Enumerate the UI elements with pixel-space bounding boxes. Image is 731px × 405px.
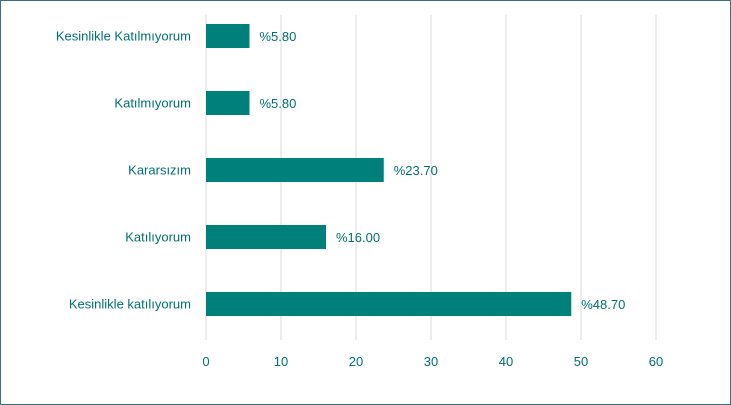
bar — [206, 225, 326, 249]
x-tick-label: 10 — [274, 354, 288, 369]
bar — [206, 292, 572, 316]
data-label: %48.70 — [581, 297, 625, 312]
category-label: Kesinlikle katılıyorum — [69, 297, 191, 312]
data-label: %16.00 — [336, 230, 380, 245]
data-label: %5.80 — [260, 96, 297, 111]
x-tick-label: 60 — [649, 354, 663, 369]
category-label: Katılmıyorum — [114, 96, 191, 111]
data-labels: %5.80 %5.80 %23.70 %16.00 %48.70 — [260, 29, 626, 312]
bar — [206, 91, 250, 115]
x-tick-label: 40 — [499, 354, 513, 369]
category-label: Kararsızım — [128, 163, 191, 178]
x-tick-label: 20 — [349, 354, 363, 369]
data-label: %23.70 — [394, 163, 438, 178]
data-label: %5.80 — [260, 29, 297, 44]
category-label: Katılıyorum — [125, 230, 191, 245]
x-tick-labels: 0 10 20 30 40 50 60 — [202, 354, 663, 369]
bar — [206, 24, 250, 48]
bars — [206, 24, 572, 316]
x-tick-label: 0 — [202, 354, 209, 369]
x-tick-label: 50 — [574, 354, 588, 369]
x-tick-label: 30 — [424, 354, 438, 369]
category-labels: Kesinlikle Katılmıyorum Katılmıyorum Karar… — [56, 29, 191, 312]
bar — [206, 158, 384, 182]
category-label: Kesinlikle Katılmıyorum — [56, 29, 191, 44]
